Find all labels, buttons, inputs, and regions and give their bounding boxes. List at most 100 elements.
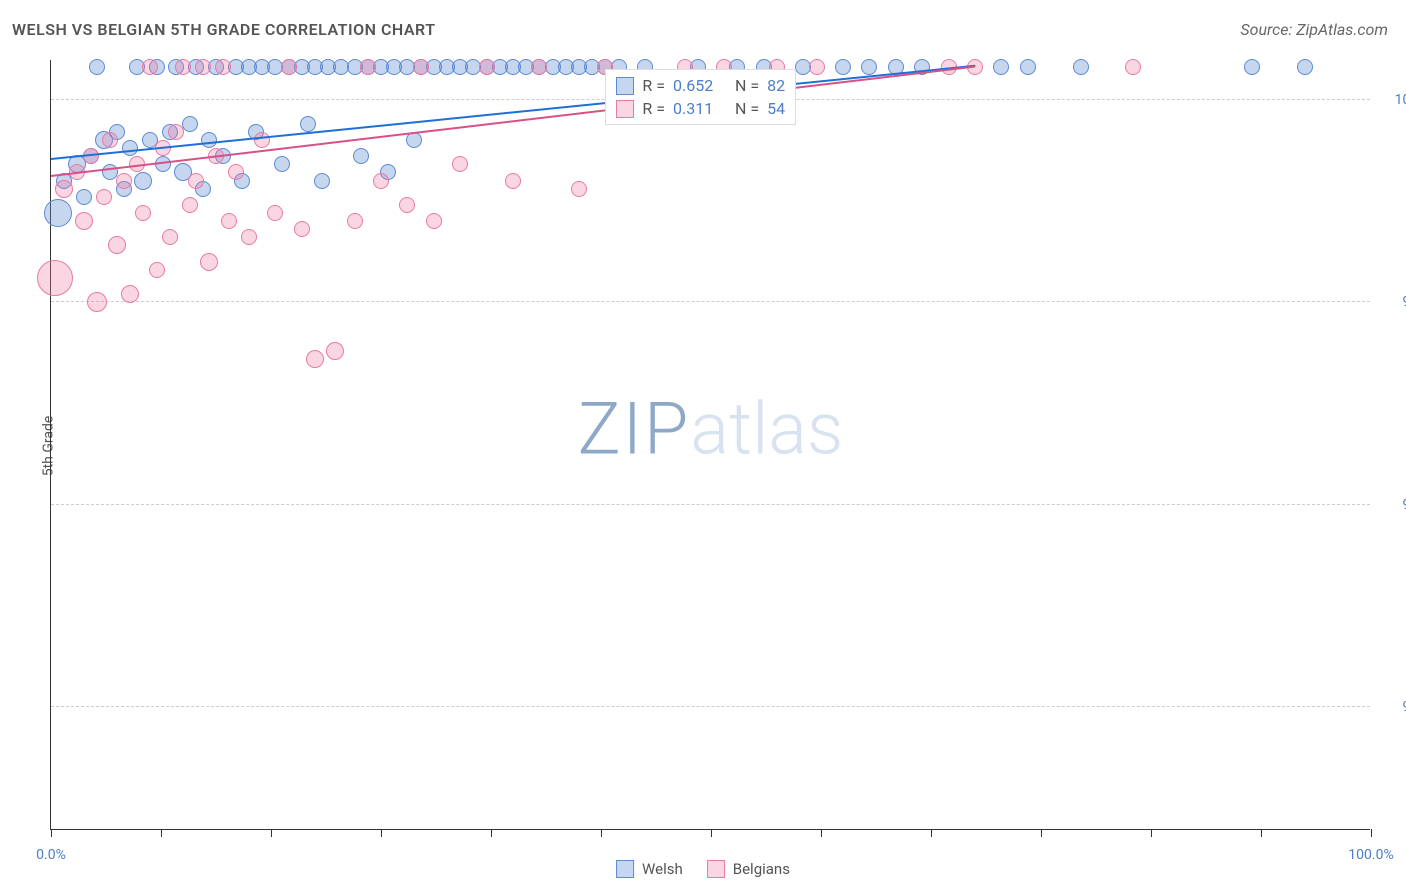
legend-label: Belgians [733, 860, 790, 878]
stats-n-value: 54 [767, 99, 785, 118]
scatter-point [531, 59, 547, 75]
legend-item: Welsh [616, 860, 683, 878]
scatter-point [188, 173, 204, 189]
gridline-h [51, 706, 1370, 707]
scatter-point [1244, 59, 1260, 75]
scatter-point [314, 173, 330, 189]
legend-label: Welsh [642, 860, 683, 878]
scatter-point [326, 342, 344, 360]
xtick [51, 829, 52, 837]
scatter-point [1125, 59, 1141, 75]
scatter-point [195, 59, 211, 75]
legend-swatch [616, 77, 634, 95]
xtick [161, 829, 162, 837]
stats-n-value: 82 [767, 76, 785, 95]
scatter-point [162, 229, 178, 245]
stats-r-value: 0.311 [673, 99, 727, 118]
scatter-point [306, 350, 324, 368]
xtick [1261, 829, 1262, 837]
xtick-label: 0.0% [36, 847, 66, 863]
scatter-point [413, 59, 429, 75]
scatter-point [267, 205, 283, 221]
scatter-point [452, 156, 468, 172]
scatter-point [121, 285, 139, 303]
scatter-plot-area: ZIPatlas 100.0%97.5%95.0%92.5%0.0%100.0%… [50, 60, 1370, 830]
xtick [381, 829, 382, 837]
scatter-point [861, 59, 877, 75]
xtick [1151, 829, 1152, 837]
scatter-point [294, 221, 310, 237]
scatter-point [215, 59, 231, 75]
scatter-point [142, 59, 158, 75]
watermark-atlas: atlas [690, 387, 843, 472]
ytick-label: 100.0% [1380, 92, 1406, 108]
xtick [1041, 829, 1042, 837]
scatter-point [353, 148, 369, 164]
scatter-point [300, 116, 316, 132]
legend-swatch [707, 860, 725, 878]
scatter-point [116, 173, 132, 189]
ytick-label: 97.5% [1380, 294, 1406, 310]
stats-r-label: R = [642, 76, 665, 95]
scatter-point [135, 205, 151, 221]
scatter-point [149, 262, 165, 278]
scatter-point [274, 156, 290, 172]
scatter-point [37, 260, 73, 296]
scatter-point [254, 132, 270, 148]
scatter-point [347, 213, 363, 229]
chart-title: WELSH VS BELGIAN 5TH GRADE CORRELATION C… [12, 20, 436, 39]
scatter-point [122, 140, 138, 156]
legend-item: Belgians [707, 860, 790, 878]
ytick-label: 95.0% [1380, 497, 1406, 513]
xtick [711, 829, 712, 837]
stats-n-label: N = [735, 76, 759, 95]
scatter-point [134, 172, 152, 190]
stats-legend-row: R = 0.311 N = 54 [616, 97, 785, 120]
scatter-point [426, 213, 442, 229]
scatter-point [76, 189, 92, 205]
scatter-point [228, 164, 244, 180]
scatter-point [360, 59, 376, 75]
scatter-point [835, 59, 851, 75]
scatter-point [200, 253, 218, 271]
ytick-label: 92.5% [1380, 699, 1406, 715]
scatter-point [175, 59, 191, 75]
scatter-point [479, 59, 495, 75]
xtick [601, 829, 602, 837]
legend-swatch [616, 100, 634, 118]
watermark: ZIPatlas [578, 387, 844, 472]
scatter-point [241, 229, 257, 245]
xtick [931, 829, 932, 837]
stats-r-label: R = [642, 99, 665, 118]
scatter-point [44, 199, 72, 227]
scatter-point [75, 212, 93, 230]
source-attribution: Source: ZipAtlas.com [1240, 20, 1388, 39]
scatter-point [168, 124, 184, 140]
xtick [271, 829, 272, 837]
stats-n-label: N = [735, 99, 759, 118]
scatter-point [505, 173, 521, 189]
legend-swatch [616, 860, 634, 878]
scatter-point [1297, 59, 1313, 75]
xtick [491, 829, 492, 837]
scatter-point [1073, 59, 1089, 75]
scatter-point [399, 197, 415, 213]
watermark-zip: ZIP [578, 387, 691, 472]
gridline-h [51, 301, 1370, 302]
scatter-point [102, 132, 118, 148]
scatter-point [89, 59, 105, 75]
legend-bottom: Welsh Belgians [616, 860, 790, 878]
scatter-point [993, 59, 1009, 75]
xtick [1371, 829, 1372, 837]
scatter-point [373, 173, 389, 189]
scatter-point [182, 197, 198, 213]
scatter-point [55, 180, 73, 198]
scatter-point [201, 132, 217, 148]
xtick-label: 100.0% [1348, 847, 1393, 863]
stats-legend: R =0.652N =82R =0.311N =54 [605, 69, 796, 125]
scatter-point [1020, 59, 1036, 75]
scatter-point [96, 189, 112, 205]
scatter-point [571, 181, 587, 197]
gridline-h [51, 504, 1370, 505]
xtick [821, 829, 822, 837]
